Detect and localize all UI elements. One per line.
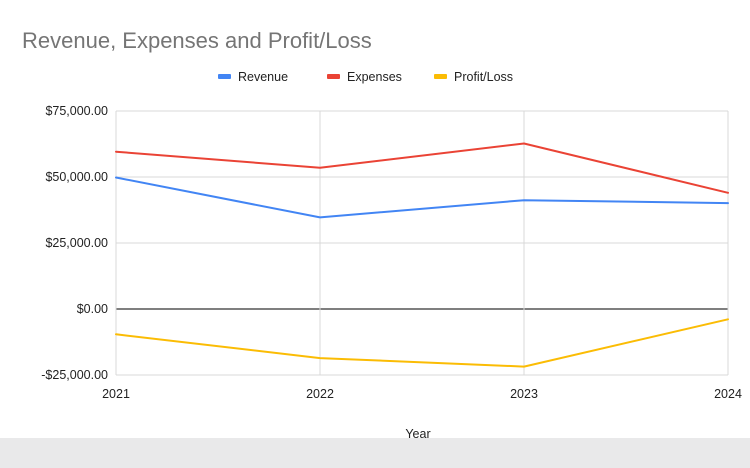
y-tick-label: $50,000.00 bbox=[45, 170, 108, 184]
legend-label: Expenses bbox=[347, 70, 402, 84]
y-axis: -$25,000.00 $0.00 $25,000.00 $50,000.00 $75,… bbox=[41, 104, 108, 382]
legend-swatch-expenses bbox=[327, 74, 340, 79]
legend-swatch-revenue bbox=[218, 74, 231, 79]
series-line-expenses bbox=[115, 142, 729, 194]
legend-label: Profit/Loss bbox=[454, 70, 513, 84]
y-tick-label: $75,000.00 bbox=[45, 104, 108, 118]
x-tick-label: 2024 bbox=[714, 387, 742, 401]
legend-swatch-profit-loss bbox=[434, 74, 447, 79]
x-tick-label: 2022 bbox=[306, 387, 334, 401]
legend: Revenue Expenses Profit/Loss bbox=[218, 70, 513, 84]
x-axis-title: Year bbox=[405, 427, 430, 441]
x-axis: 2021 2022 2023 2024 bbox=[102, 387, 742, 401]
x-tick-label: 2023 bbox=[510, 387, 538, 401]
y-tick-label: -$25,000.00 bbox=[41, 368, 108, 382]
bottom-strip bbox=[0, 438, 750, 468]
series-line-revenue bbox=[115, 176, 729, 219]
legend-label: Revenue bbox=[238, 70, 288, 84]
chart-title: Revenue, Expenses and Profit/Loss bbox=[22, 28, 372, 53]
x-tick-label: 2021 bbox=[102, 387, 130, 401]
series-line-profit-loss bbox=[115, 318, 729, 368]
series-lines bbox=[115, 142, 729, 368]
y-tick-label: $25,000.00 bbox=[45, 236, 108, 250]
gridlines bbox=[115, 110, 729, 376]
y-tick-label: $0.00 bbox=[77, 302, 108, 316]
